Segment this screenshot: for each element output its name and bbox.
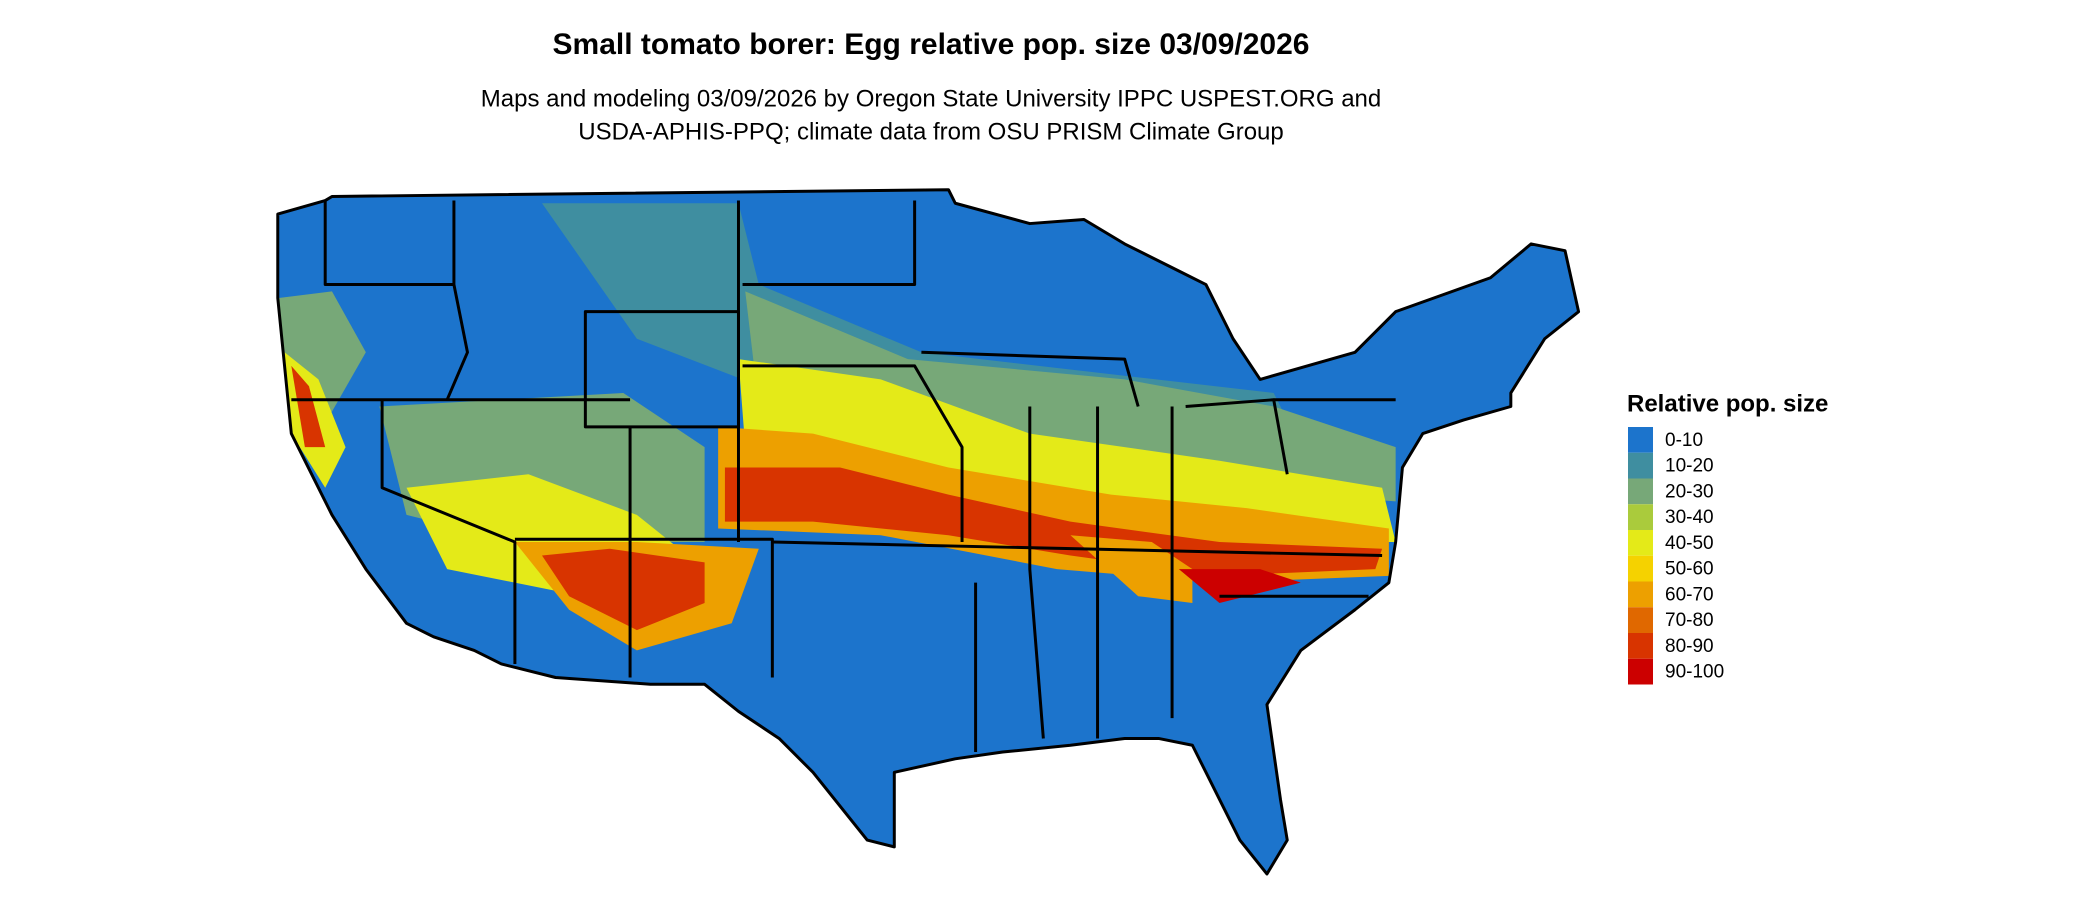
- map-region: [724, 467, 1383, 576]
- legend-swatch: [1628, 633, 1653, 659]
- legend: 0-10 10-20 20-30 30-40 40-50 50-60 60-70 70-80 8…: [1628, 427, 1724, 685]
- map-region: [745, 291, 1396, 502]
- map-subtitle: USDA-APHIS-PPQ; climate data from OSU PR…: [578, 118, 1284, 145]
- legend-label: 70-80: [1665, 610, 1714, 631]
- legend-swatch: [1628, 452, 1653, 479]
- legend-label: 20-30: [1665, 481, 1714, 502]
- legend-label: 50-60: [1665, 559, 1714, 580]
- legend-label: 60-70: [1665, 584, 1714, 605]
- legend-label: 0-10: [1665, 430, 1703, 451]
- map-region: [1178, 569, 1301, 603]
- legend-swatch: [1628, 607, 1653, 633]
- map-region: [1070, 535, 1193, 603]
- map-region: [291, 365, 326, 448]
- legend-label: 40-50: [1665, 533, 1714, 554]
- legend-title: Relative pop. size: [1627, 390, 1828, 417]
- map-title: Small tomato borer: Egg relative pop. si…: [553, 28, 1310, 61]
- legend-swatch: [1628, 427, 1653, 453]
- legend-swatch: [1628, 658, 1653, 685]
- legend-label: 10-20: [1665, 456, 1714, 477]
- legend-swatch: [1628, 581, 1653, 608]
- legend-label: 80-90: [1665, 636, 1714, 657]
- state-borders: [291, 200, 1396, 753]
- legend-swatch: [1628, 478, 1653, 505]
- map-region: [542, 548, 705, 631]
- legend-swatch: [1628, 530, 1653, 556]
- legend-swatch: [1628, 555, 1653, 582]
- legend-label: 30-40: [1665, 507, 1714, 528]
- legend-label: 90-100: [1665, 662, 1724, 683]
- map-subtitle: Maps and modeling 03/09/2026 by Oregon S…: [481, 85, 1381, 112]
- legend-swatch: [1628, 504, 1653, 530]
- map-region: [738, 359, 1396, 542]
- us-map: [276, 188, 1581, 876]
